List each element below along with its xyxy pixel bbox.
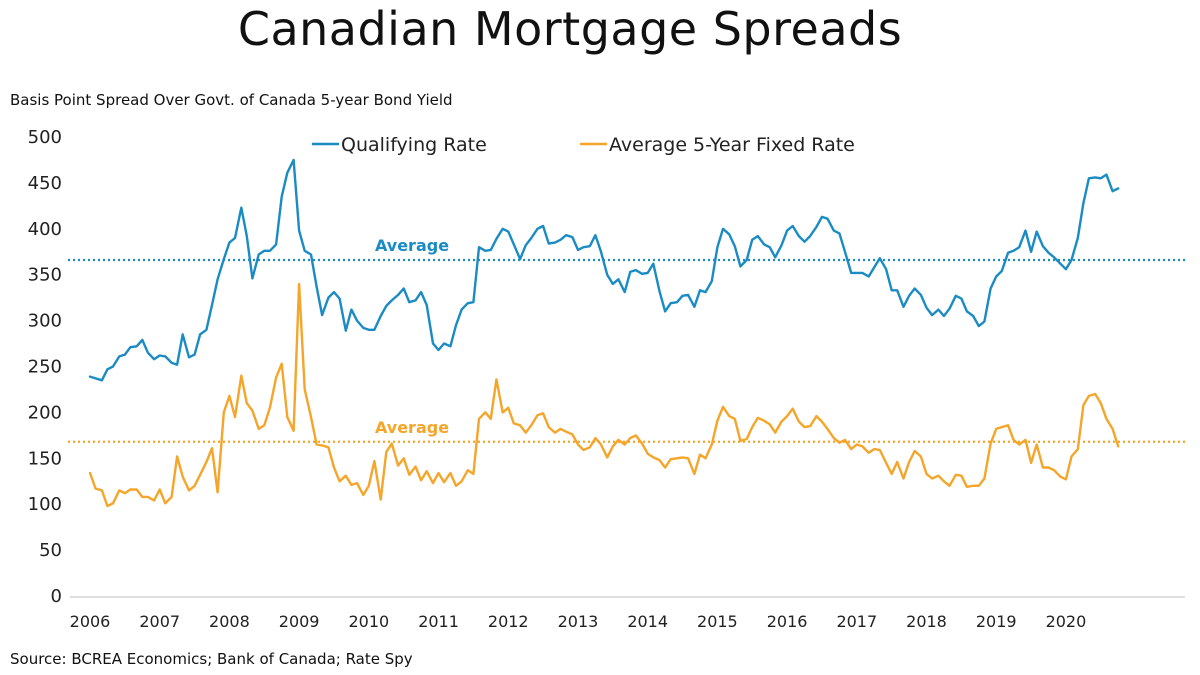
y-tick-label: 200 xyxy=(28,402,62,423)
source-note: Source: BCREA Economics; Bank of Canada;… xyxy=(10,650,413,668)
average-label-1: Average xyxy=(375,418,449,437)
x-tick-label: 2007 xyxy=(139,612,180,631)
y-tick-label: 450 xyxy=(28,173,62,194)
chart-title: Canadian Mortgage Spreads xyxy=(237,2,903,56)
x-axis-ticks: 2006 2007 2008 2009 2010 2011 2012 2013 2014 2015… xyxy=(70,612,1087,631)
x-tick-label: 2015 xyxy=(697,612,738,631)
series-line-1 xyxy=(88,282,1120,508)
x-tick-label: 2020 xyxy=(1046,612,1087,631)
x-tick-label: 2011 xyxy=(418,612,459,631)
series-lines xyxy=(88,158,1120,508)
y-tick-label: 250 xyxy=(28,357,62,378)
x-tick-label: 2012 xyxy=(488,612,529,631)
y-tick-label: 100 xyxy=(28,494,62,515)
x-tick-label: 2019 xyxy=(976,612,1017,631)
x-tick-label: 2016 xyxy=(767,612,808,631)
x-tick-label: 2014 xyxy=(627,612,668,631)
y-axis-label: Basis Point Spread Over Govt. of Canada … xyxy=(10,91,453,109)
y-tick-label: 150 xyxy=(28,448,62,469)
y-tick-label: 0 xyxy=(51,586,62,607)
y-tick-label: 350 xyxy=(28,265,62,286)
average-label-0: Average xyxy=(375,236,449,255)
series-line-0 xyxy=(88,158,1120,382)
average-lines: Average Average xyxy=(68,236,1186,443)
y-tick-label: 300 xyxy=(28,311,62,332)
x-tick-label: 2018 xyxy=(906,612,947,631)
x-tick-label: 2010 xyxy=(348,612,389,631)
x-tick-label: 2009 xyxy=(279,612,320,631)
legend: Qualifying Rate Average 5-Year Fixed Rate xyxy=(312,134,855,156)
y-axis-ticks: 0 50 100 150 200 250 300 350 400 450 500 xyxy=(28,127,62,607)
legend-label-1: Average 5-Year Fixed Rate xyxy=(609,134,855,156)
legend-label-0: Qualifying Rate xyxy=(341,134,487,156)
y-tick-label: 50 xyxy=(39,540,62,561)
y-tick-label: 400 xyxy=(28,219,62,240)
x-tick-label: 2017 xyxy=(836,612,877,631)
x-tick-label: 2008 xyxy=(209,612,250,631)
x-tick-label: 2013 xyxy=(558,612,599,631)
y-tick-label: 500 xyxy=(28,127,62,148)
x-tick-label: 2006 xyxy=(70,612,111,631)
